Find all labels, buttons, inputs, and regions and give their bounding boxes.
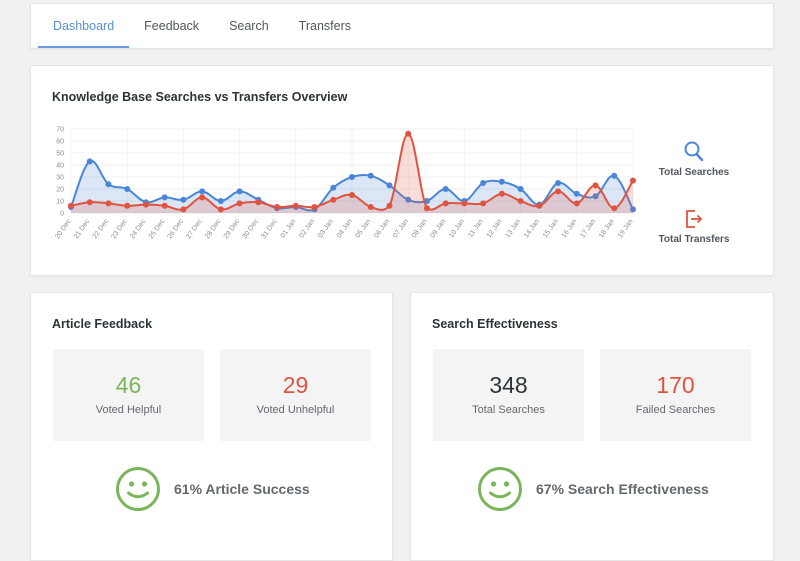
svg-text:10: 10 (56, 199, 64, 206)
failed-searches-label: Failed Searches (635, 404, 716, 416)
svg-text:16 Jan: 16 Jan (561, 218, 579, 239)
svg-text:19 Jan: 19 Jan (617, 218, 635, 239)
article-feedback-card: Article Feedback 46 Voted Helpful 29 Vot… (30, 292, 393, 561)
svg-text:31 Dec: 31 Dec (260, 218, 279, 241)
article-success-text: 61% Article Success (174, 481, 310, 497)
svg-text:02 Jan: 02 Jan (298, 218, 316, 239)
svg-text:30: 30 (56, 175, 64, 182)
smiley-icon (478, 467, 522, 511)
svg-text:22 Dec: 22 Dec (92, 218, 111, 241)
svg-text:06 Jan: 06 Jan (373, 218, 391, 239)
smiley-icon (116, 467, 160, 511)
svg-text:70: 70 (56, 127, 64, 134)
overview-chart-card: Knowledge Base Searches vs Transfers Ove… (30, 65, 774, 276)
voted-unhelpful-label: Voted Unhelpful (256, 404, 335, 416)
search-icon (684, 141, 704, 162)
article-success-summary: 61% Article Success (115, 466, 310, 512)
search-effectiveness-summary: 67% Search Effectiveness (477, 466, 709, 512)
svg-text:13 Jan: 13 Jan (504, 218, 522, 239)
svg-text:28 Dec: 28 Dec (204, 218, 223, 241)
svg-text:27 Dec: 27 Dec (185, 218, 204, 241)
svg-text:23 Dec: 23 Dec (110, 218, 129, 241)
svg-text:60: 60 (56, 139, 64, 146)
svg-text:20 Dec: 20 Dec (54, 218, 73, 241)
total-searches-label: Total Searches (472, 404, 545, 416)
svg-text:07 Jan: 07 Jan (392, 218, 410, 239)
voted-helpful-value: 46 (115, 372, 142, 398)
search-effectiveness-card: Search Effectiveness 348 Total Searches … (410, 292, 774, 561)
tab-transfers[interactable]: Transfers (298, 19, 351, 33)
svg-text:05 Jan: 05 Jan (355, 218, 373, 239)
chart-title: Knowledge Base Searches vs Transfers Ove… (52, 90, 348, 104)
svg-text:09 Jan: 09 Jan (430, 218, 448, 239)
svg-text:21 Dec: 21 Dec (73, 218, 92, 241)
svg-text:15 Jan: 15 Jan (542, 218, 560, 239)
failed-searches-value: 170 (656, 372, 695, 398)
svg-text:0: 0 (60, 211, 64, 218)
total-searches-stat: 348 Total Searches (433, 349, 584, 441)
failed-searches-stat: 170 Failed Searches (600, 349, 751, 441)
tab-search[interactable]: Search (229, 19, 269, 33)
legend-transfers-label: Total Transfers (658, 234, 730, 245)
svg-text:14 Jan: 14 Jan (523, 218, 541, 239)
tab-feedback[interactable]: Feedback (144, 19, 200, 33)
svg-text:08 Jan: 08 Jan (411, 218, 429, 239)
legend-total-searches[interactable]: Total Searches (649, 141, 739, 178)
svg-text:10 Jan: 10 Jan (448, 218, 466, 239)
svg-text:29 Dec: 29 Dec (223, 218, 242, 241)
search-effectiveness-text: 67% Search Effectiveness (536, 481, 709, 497)
article-feedback-title: Article Feedback (52, 317, 153, 331)
svg-text:03 Jan: 03 Jan (317, 218, 335, 239)
tab-bar: Dashboard Feedback Search Transfers (31, 4, 773, 48)
voted-unhelpful-stat: 29 Voted Unhelpful (220, 349, 371, 441)
svg-text:17 Jan: 17 Jan (579, 218, 597, 239)
svg-text:01 Jan: 01 Jan (280, 218, 298, 239)
svg-text:20: 20 (56, 187, 64, 194)
svg-text:18 Jan: 18 Jan (598, 218, 616, 239)
svg-text:11 Jan: 11 Jan (467, 218, 485, 239)
svg-text:40: 40 (56, 163, 64, 170)
svg-text:50: 50 (56, 151, 64, 158)
tab-dashboard[interactable]: Dashboard (38, 4, 130, 48)
voted-helpful-stat: 46 Voted Helpful (53, 349, 204, 441)
legend-total-transfers[interactable]: Total Transfers (649, 208, 739, 245)
total-searches-value: 348 (489, 372, 528, 398)
svg-text:12 Jan: 12 Jan (486, 218, 504, 239)
svg-text:30 Dec: 30 Dec (242, 218, 261, 241)
search-effectiveness-title: Search Effectiveness (432, 317, 558, 331)
legend-searches-label: Total Searches (658, 167, 730, 178)
tabs-card: Dashboard Feedback Search Transfers (30, 3, 774, 49)
svg-text:26 Dec: 26 Dec (167, 218, 186, 241)
exit-icon (686, 210, 703, 228)
svg-text:25 Dec: 25 Dec (148, 218, 167, 241)
svg-text:24 Dec: 24 Dec (129, 218, 148, 241)
svg-text:04 Jan: 04 Jan (336, 218, 354, 239)
voted-helpful-label: Voted Helpful (95, 404, 162, 416)
voted-unhelpful-value: 29 (282, 372, 309, 398)
